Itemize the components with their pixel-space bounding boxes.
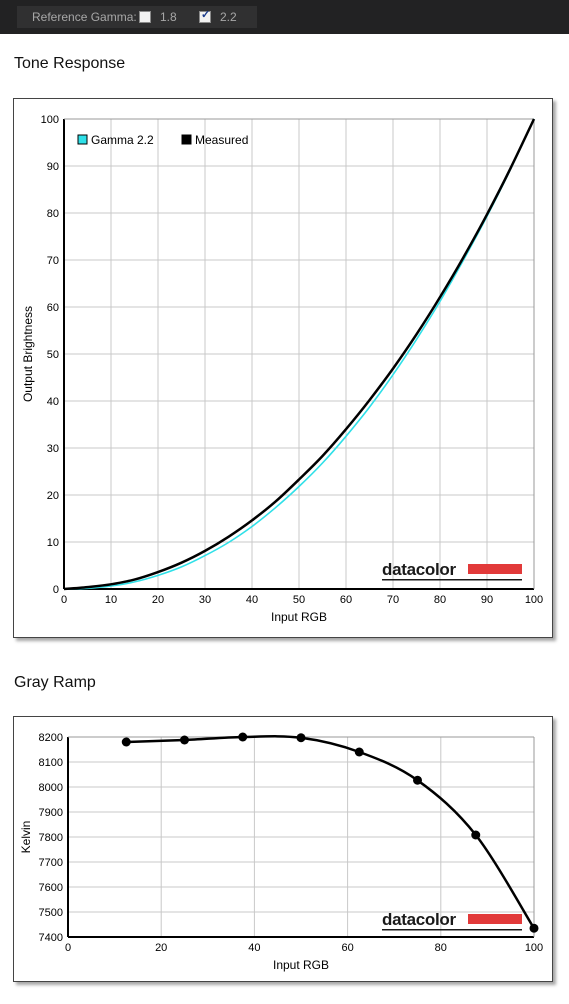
y-axis-label: Output Brightness <box>21 306 35 402</box>
datacolor-logo-underline <box>382 579 522 581</box>
x-tick-label: 30 <box>199 594 211 606</box>
y-tick-label: 8000 <box>39 782 63 794</box>
gamma-1-8-checkbox[interactable] <box>139 11 151 23</box>
legend-label-0: Gamma 2.2 <box>91 133 154 147</box>
y-tick-label: 50 <box>47 349 59 361</box>
tone-response-chart: 0 10 20 30 40 50 60 70 80 90 100 0 10 20 30 40 50 60 70 80 9… <box>21 114 543 624</box>
y-tick-label: 7500 <box>39 907 63 919</box>
datacolor-logo-bar <box>468 914 522 924</box>
y-tick-label: 20 <box>47 490 59 502</box>
legend-swatch-0 <box>77 134 88 145</box>
x-tick-label: 80 <box>435 942 447 954</box>
x-tick-label: 40 <box>248 942 260 954</box>
y-tick-label: 90 <box>47 161 59 173</box>
gray-ramp-chart: 0 20 40 60 80 100 7400 7500 7600 7700 7800 7900 8000… <box>19 732 543 972</box>
legend-swatch-1 <box>181 134 192 145</box>
y-tick-label: 100 <box>41 114 59 126</box>
y-tick-label: 7400 <box>39 932 63 944</box>
reference-gamma-label: Reference Gamma: <box>32 10 137 24</box>
y-tick-label: 0 <box>53 584 59 596</box>
x-tick-label: 50 <box>293 594 305 606</box>
data-point <box>354 747 364 757</box>
x-tick-label: 60 <box>340 594 352 606</box>
datacolor-logo-text: datacolor <box>382 910 457 929</box>
data-point <box>529 923 539 933</box>
y-tick-label: 7900 <box>39 807 63 819</box>
checkmark-icon: ✓ <box>201 9 211 21</box>
y-tick-label: 7700 <box>39 857 63 869</box>
data-point <box>471 830 481 840</box>
x-tick-label: 100 <box>525 594 543 606</box>
y-tick-label: 7800 <box>39 832 63 844</box>
y-tick-label: 8100 <box>39 757 63 769</box>
gamma-1-8-label[interactable]: 1.8 <box>160 10 177 24</box>
x-tick-label: 100 <box>525 942 543 954</box>
x-tick-label: 0 <box>65 942 71 954</box>
top-toolbar: Reference Gamma: 1.8 ✓ 2.2 <box>0 0 569 34</box>
data-point <box>238 732 248 742</box>
datacolor-logo-bar <box>468 564 522 574</box>
x-tick-label: 40 <box>246 594 258 606</box>
y-tick-label: 30 <box>47 443 59 455</box>
y-tick-label: 7600 <box>39 882 63 894</box>
gray-ramp-title: Gray Ramp <box>14 674 96 691</box>
x-axis-label: Input RGB <box>271 610 327 624</box>
gray-ramp-panel: 0 20 40 60 80 100 7400 7500 7600 7700 7800 7900 8000… <box>13 716 553 982</box>
reference-gamma-group: Reference Gamma: 1.8 ✓ 2.2 <box>17 6 257 28</box>
x-tick-label: 0 <box>61 594 67 606</box>
legend-label-1: Measured <box>195 133 248 147</box>
y-tick-label: 70 <box>47 255 59 267</box>
data-point <box>121 737 131 747</box>
x-tick-label: 60 <box>341 942 353 954</box>
x-axis-label: Input RGB <box>273 958 329 972</box>
gamma-2-2-label[interactable]: 2.2 <box>220 10 237 24</box>
y-tick-label: 10 <box>47 537 59 549</box>
x-tick-label: 70 <box>387 594 399 606</box>
datacolor-logo-underline <box>382 929 522 931</box>
x-tick-label: 20 <box>152 594 164 606</box>
y-tick-label: 60 <box>47 302 59 314</box>
x-tick-label: 20 <box>155 942 167 954</box>
data-point <box>296 733 306 743</box>
tone-response-panel: 0 10 20 30 40 50 60 70 80 90 100 0 10 20 30 40 50 60 70 80 9… <box>13 98 553 638</box>
x-tick-label: 80 <box>434 594 446 606</box>
data-point <box>180 735 189 745</box>
series-line-1 <box>63 118 536 591</box>
x-tick-label: 90 <box>481 594 493 606</box>
y-tick-label: 80 <box>47 208 59 220</box>
y-axis-label: Kelvin <box>19 821 33 854</box>
y-tick-label: 40 <box>47 396 59 408</box>
tone-response-title: Tone Response <box>14 55 126 72</box>
x-tick-label: 10 <box>105 594 117 606</box>
series-line-0 <box>63 118 535 590</box>
y-tick-label: 8200 <box>39 732 63 744</box>
datacolor-logo-text: datacolor <box>382 560 457 579</box>
data-point <box>413 775 422 785</box>
gamma-2-2-checkbox[interactable]: ✓ <box>199 9 211 23</box>
